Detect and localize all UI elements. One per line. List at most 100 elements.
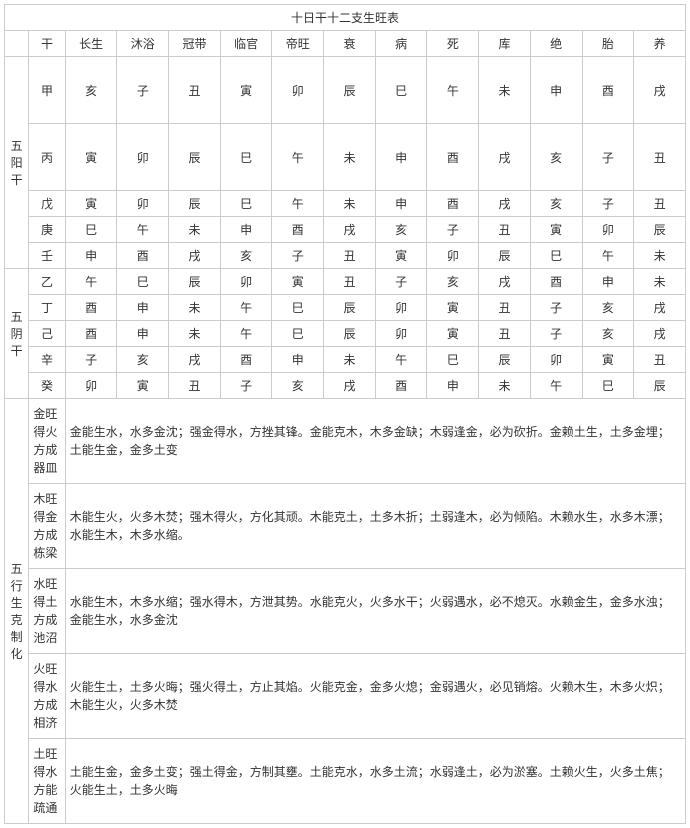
kezhi-row: 木旺得金方成栋梁木能生火，火多木焚；强木得火，方化其顽。木能克土，土多木折；土弱…	[5, 484, 686, 569]
kezhi-row: 五行生克制化金旺得火方成器皿金能生水，水多金沈；强金得水，方挫其锋。金能克木，木…	[5, 399, 686, 484]
zhi-cell: 未	[169, 217, 221, 243]
shengwang-table: 十日干十二支生旺表 干 长生 沐浴 冠带 临官 帝旺 衰 病 死 库 绝 胎 养…	[4, 4, 686, 824]
col-header: 临官	[220, 31, 272, 57]
col-header: 库	[479, 31, 531, 57]
table-row: 戊寅卯辰巳午未申酉戌亥子丑	[5, 191, 686, 217]
zhi-cell: 亥	[427, 269, 479, 295]
zhi-cell: 丑	[479, 217, 531, 243]
col-header: 养	[634, 31, 686, 57]
zhi-cell: 子	[582, 124, 634, 191]
kezhi-text: 木能生火，火多木焚；强木得火，方化其顽。木能克土，土多木折；土弱逢木，必为倾陷。…	[65, 484, 685, 569]
zhi-cell: 午	[427, 57, 479, 124]
zhi-cell: 戌	[479, 124, 531, 191]
zhi-cell: 卯	[117, 124, 169, 191]
zhi-cell: 亥	[272, 373, 324, 399]
zhi-cell: 寅	[117, 373, 169, 399]
gan-cell: 戊	[29, 191, 65, 217]
zhi-cell: 亥	[582, 295, 634, 321]
zhi-cell: 辰	[169, 269, 221, 295]
zhi-cell: 丑	[169, 373, 221, 399]
table-row: 庚巳午未申酉戌亥子丑寅卯辰	[5, 217, 686, 243]
zhi-cell: 午	[117, 217, 169, 243]
zhi-cell: 酉	[220, 347, 272, 373]
zhi-cell: 巳	[65, 217, 117, 243]
zhi-cell: 亥	[530, 124, 582, 191]
col-header: 帝旺	[272, 31, 324, 57]
zhi-cell: 卯	[65, 373, 117, 399]
zhi-cell: 未	[324, 347, 376, 373]
zhi-cell: 寅	[65, 191, 117, 217]
zhi-cell: 寅	[582, 347, 634, 373]
zhi-cell: 寅	[530, 217, 582, 243]
kezhi-row: 土旺得水方能疏通土能生金，金多土变；强土得金，方制其壅。土能克水，水多土流；水弱…	[5, 739, 686, 824]
zhi-cell: 子	[375, 269, 427, 295]
zhi-cell: 戌	[479, 269, 531, 295]
zhi-cell: 申	[272, 347, 324, 373]
zhi-cell: 亥	[530, 191, 582, 217]
zhi-cell: 酉	[272, 217, 324, 243]
zhi-cell: 巳	[582, 373, 634, 399]
zhi-cell: 申	[117, 321, 169, 347]
zhi-cell: 戌	[324, 217, 376, 243]
zhi-cell: 丑	[169, 57, 221, 124]
zhi-cell: 寅	[427, 295, 479, 321]
col-header: 干	[29, 31, 65, 57]
zhi-cell: 巳	[530, 243, 582, 269]
col-header: 胎	[582, 31, 634, 57]
zhi-cell: 辰	[479, 347, 531, 373]
zhi-cell: 酉	[530, 269, 582, 295]
page-title: 十日干十二支生旺表	[5, 5, 686, 31]
zhi-cell: 戌	[634, 321, 686, 347]
col-header: 冠带	[169, 31, 221, 57]
gan-cell: 辛	[29, 347, 65, 373]
zhi-cell: 卯	[375, 321, 427, 347]
zhi-cell: 巳	[375, 57, 427, 124]
zhi-cell: 戌	[324, 373, 376, 399]
zhi-cell: 寅	[375, 243, 427, 269]
zhi-cell: 辰	[324, 57, 376, 124]
gan-cell: 己	[29, 321, 65, 347]
zhi-cell: 寅	[272, 269, 324, 295]
kezhi-text: 土能生金，金多土变；强土得金，方制其壅。土能克水，水多土流；水弱逢土，必为淤塞。…	[65, 739, 685, 824]
zhi-cell: 卯	[530, 347, 582, 373]
table-row: 丙寅卯辰巳午未申酉戌亥子丑	[5, 124, 686, 191]
col-header: 死	[427, 31, 479, 57]
kezhi-row: 火旺得水方成相济火能生土，土多火晦；强火得土，方止其焰。火能克金，金多火熄；金弱…	[5, 654, 686, 739]
zhi-cell: 酉	[427, 124, 479, 191]
group-header: 五阳干	[5, 57, 29, 269]
zhi-cell: 辰	[634, 373, 686, 399]
zhi-cell: 寅	[427, 321, 479, 347]
zhi-cell: 申	[375, 191, 427, 217]
zhi-cell: 午	[272, 191, 324, 217]
gan-cell: 壬	[29, 243, 65, 269]
table-row: 壬申酉戌亥子丑寅卯辰巳午未	[5, 243, 686, 269]
gan-cell: 丁	[29, 295, 65, 321]
zhi-cell: 巳	[427, 347, 479, 373]
zhi-cell: 丑	[479, 295, 531, 321]
zhi-cell: 巳	[272, 321, 324, 347]
zhi-cell: 辰	[324, 295, 376, 321]
table-row: 丁酉申未午巳辰卯寅丑子亥戌	[5, 295, 686, 321]
zhi-cell: 子	[272, 243, 324, 269]
zhi-cell: 午	[220, 295, 272, 321]
gan-cell: 甲	[29, 57, 65, 124]
kezhi-text: 火能生土，土多火晦；强火得土，方止其焰。火能克金，金多火熄；金弱遇火，必见销熔。…	[65, 654, 685, 739]
zhi-cell: 辰	[324, 321, 376, 347]
zhi-cell: 未	[634, 243, 686, 269]
zhi-cell: 亥	[375, 217, 427, 243]
zhi-cell: 酉	[65, 321, 117, 347]
table-row: 癸卯寅丑子亥戌酉申未午巳辰	[5, 373, 686, 399]
kezhi-label: 金旺得火方成器皿	[29, 399, 65, 484]
zhi-cell: 未	[169, 321, 221, 347]
zhi-cell: 辰	[479, 243, 531, 269]
zhi-cell: 午	[220, 321, 272, 347]
zhi-cell: 子	[117, 57, 169, 124]
zhi-cell: 辰	[169, 124, 221, 191]
zhi-cell: 未	[634, 269, 686, 295]
zhi-cell: 丑	[634, 191, 686, 217]
col-header: 病	[375, 31, 427, 57]
zhi-cell: 午	[375, 347, 427, 373]
zhi-cell: 巳	[272, 295, 324, 321]
zhi-cell: 午	[530, 373, 582, 399]
kezhi-label: 土旺得水方能疏通	[29, 739, 65, 824]
